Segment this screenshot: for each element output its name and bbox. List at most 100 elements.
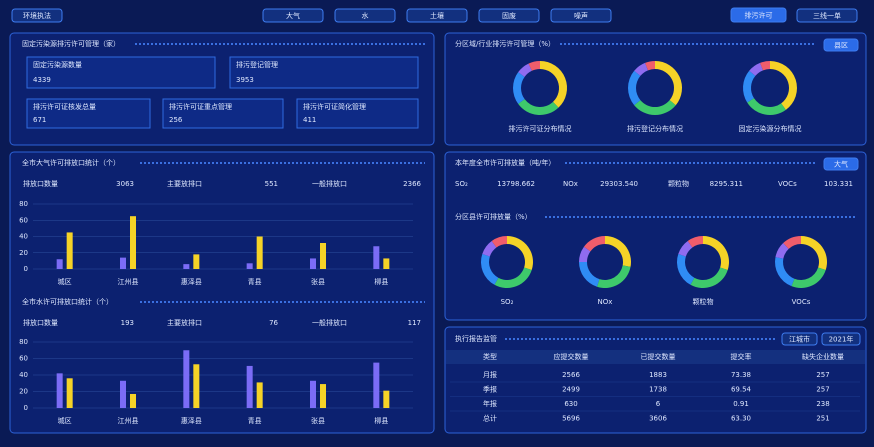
x-tick-label: 江州县 [118,417,139,425]
section-title: 分区县许可排放量（%） [455,212,532,221]
table-cell: 63.30 [731,415,751,423]
button[interactable] [11,8,63,23]
bar [66,232,73,269]
emission-label: VOCs [778,180,797,188]
button-label[interactable]: 土壤 [430,11,444,20]
button[interactable] [823,38,859,52]
donut-segment [518,99,559,115]
x-tick-label: 江州县 [118,278,139,286]
emission-value: 13798.662 [497,180,535,188]
table-cell: 238 [816,400,829,408]
x-tick-label: 青县 [248,416,262,425]
button-label[interactable]: 水 [362,11,369,20]
bar [383,258,390,269]
emission-value: 103.331 [824,180,853,188]
button[interactable] [550,8,612,23]
donut-caption: 颗粒物 [693,297,714,306]
button-label[interactable]: 江城市 [789,335,810,344]
stat-value: 4339 [33,76,51,84]
table-cell: 257 [816,386,829,394]
y-tick-label: 0 [24,404,28,412]
stat-box [26,98,151,129]
stat-label: 排放口数量 [23,318,58,327]
table-cell: 2566 [562,371,580,379]
stat-label: 排污许可证简化管理 [303,102,366,111]
donut-segment [775,257,795,287]
y-tick-label: 40 [19,233,28,241]
panel-title: 全市水许可排放口统计（个） [22,297,113,306]
donut-segment [770,61,797,110]
button[interactable] [730,7,787,23]
bar [373,246,380,269]
bar [256,236,263,269]
panel-title: 本年度全市许可排放量（吨/年） [455,158,555,167]
emission-panel [444,151,867,321]
button-label[interactable]: 大气 [834,160,848,169]
button-label[interactable]: 固废 [502,11,516,20]
table-cell: 251 [816,415,829,423]
table-header: 已提交数量 [641,352,676,361]
table-cell: 1738 [649,386,667,394]
y-tick-label: 20 [19,249,28,257]
emission-label: NOx [563,180,578,188]
button[interactable] [406,8,468,23]
donut-segment [801,236,828,271]
bar [193,254,200,269]
button-label[interactable]: 环境执法 [23,11,51,20]
button[interactable] [781,332,818,346]
bar [383,390,390,408]
x-tick-label: 惠泽县 [181,416,202,425]
button[interactable] [262,8,324,23]
donut-segment [690,267,728,288]
stat-value: 256 [169,116,183,124]
button-label[interactable]: 三线一单 [813,11,841,20]
stat-label: 排污许可证重点管理 [169,102,232,111]
stat-value: 2366 [403,180,421,188]
donut-segment [491,236,507,248]
bar [310,258,316,269]
bar [373,362,380,408]
bar [256,382,263,408]
stat-value: 193 [121,319,134,327]
donut-caption: NOx [598,298,613,306]
table-header: 应提交数量 [554,352,589,361]
bar [120,257,126,269]
button[interactable] [334,8,396,23]
donut-segment [687,236,703,248]
button-label[interactable]: 县区 [834,42,848,50]
stat-label: 主要放排口 [167,179,202,188]
y-tick-label: 80 [19,200,28,208]
bar [130,216,136,269]
donut-caption: 固定污染源分布情况 [739,124,802,133]
button[interactable] [478,8,540,23]
donut-segment [579,262,600,287]
y-tick-label: 40 [19,371,28,379]
stat-value: 76 [269,319,278,327]
button[interactable] [823,157,859,171]
bar [320,384,326,408]
bar [56,373,63,408]
button[interactable] [821,332,861,346]
button[interactable] [796,8,858,23]
stat-label: 固定污染源数量 [33,60,82,69]
donut-segment [775,243,789,259]
x-tick-label: 城区 [58,278,72,286]
button-label[interactable]: 排污许可 [745,11,773,20]
table-cell: 月报 [483,370,497,379]
table-header: 类型 [483,352,497,361]
table-cell: 630 [564,400,577,408]
y-tick-label: 80 [19,338,28,346]
emission-label: 颗粒物 [668,179,689,188]
bar [183,264,190,269]
table-cell: 季报 [483,385,497,394]
stat-label: 一般排放口 [312,179,347,188]
bar [320,243,326,269]
donut-segment [791,267,826,288]
button-label[interactable]: 大气 [286,11,300,20]
donut-segment [596,265,631,289]
button-label[interactable]: 2021年 [829,335,854,344]
button-label[interactable]: 噪声 [574,11,588,20]
bar [246,263,253,269]
stat-label: 主要放排口 [167,318,202,327]
